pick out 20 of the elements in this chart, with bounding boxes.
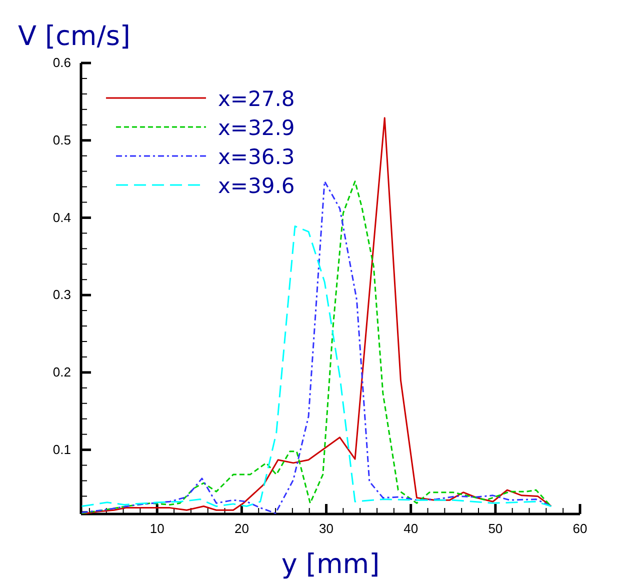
legend-label: x=36.3 [218,145,295,169]
x-tick-label: 40 [404,521,418,536]
y-axis-title: V [cm/s] [18,21,130,52]
line-series [81,225,552,508]
y-tick-label: 0.6 [52,55,71,70]
x-tick-label: 10 [150,521,164,536]
x-tick-label: 20 [234,521,249,536]
y-tick-label: 0.4 [52,210,71,225]
y-tick-label: 0.3 [52,287,71,302]
legend-label: x=32.9 [218,116,295,140]
x-axis-title: y [mm] [281,549,380,580]
y-tick-label: 0.2 [52,364,71,380]
line-series [81,117,552,514]
x-tick-label: 30 [319,521,334,536]
legend-label: x=27.8 [218,87,295,111]
y-tick-label: 0.1 [52,442,71,457]
x-tick-label: 60 [572,521,588,536]
y-tick-label: 0.5 [52,132,71,148]
legend-label: x=39.6 [218,174,295,198]
x-tick-label: 50 [488,521,503,536]
